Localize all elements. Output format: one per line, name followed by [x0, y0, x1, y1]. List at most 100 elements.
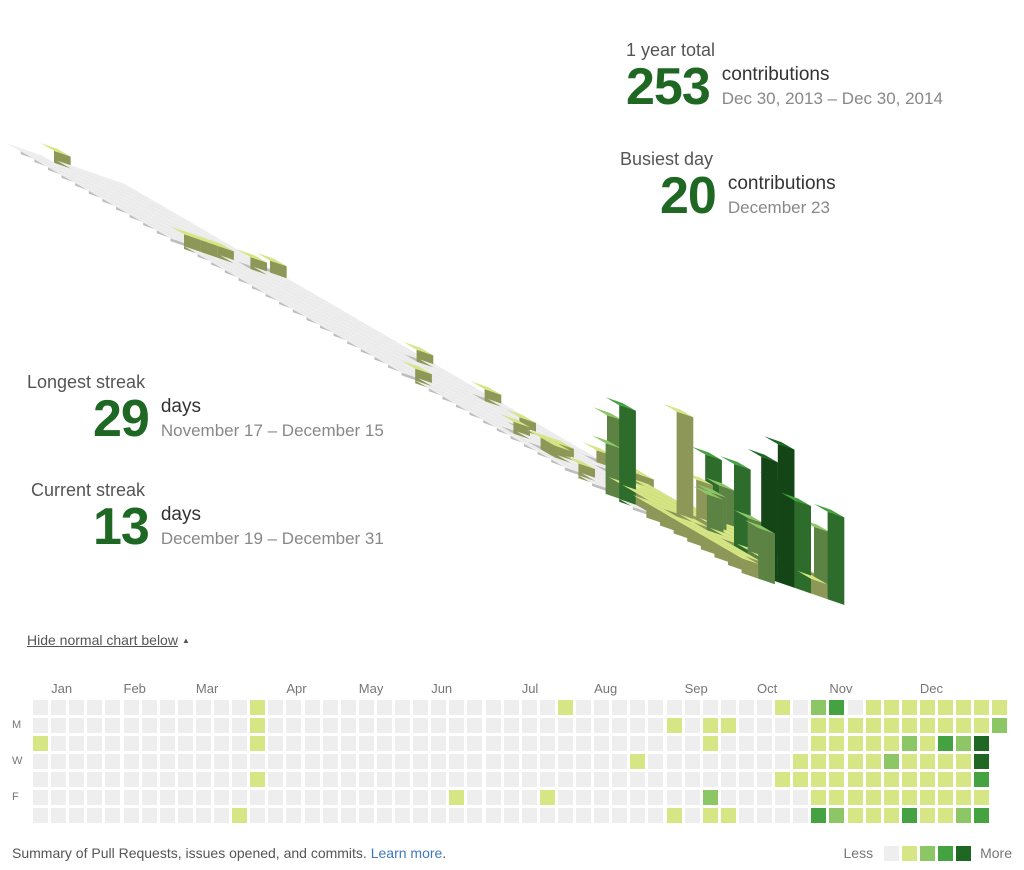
day-cell[interactable]: [395, 808, 410, 823]
day-cell[interactable]: [358, 754, 374, 769]
day-cell[interactable]: [123, 700, 139, 715]
day-cell[interactable]: [648, 700, 664, 715]
day-cell[interactable]: [177, 718, 193, 733]
day-cell[interactable]: [594, 718, 610, 733]
day-cell[interactable]: [684, 736, 700, 751]
day-cell[interactable]: [684, 790, 700, 805]
day-cell[interactable]: [883, 772, 899, 787]
day-cell[interactable]: [539, 754, 555, 769]
day-cell[interactable]: [485, 736, 501, 751]
day-cell[interactable]: [159, 808, 175, 823]
day-cell[interactable]: [449, 754, 465, 769]
day-cell[interactable]: [340, 700, 356, 715]
day-cell[interactable]: [340, 790, 356, 805]
day-cell[interactable]: [467, 754, 483, 769]
day-cell[interactable]: [286, 790, 302, 805]
day-cell[interactable]: [33, 772, 48, 787]
day-cell[interactable]: [883, 808, 899, 823]
day-cell[interactable]: [901, 736, 917, 751]
day-cell[interactable]: [738, 700, 754, 715]
day-cell[interactable]: [250, 754, 266, 769]
day-cell[interactable]: [232, 700, 248, 715]
day-cell[interactable]: [630, 808, 646, 823]
day-cell[interactable]: [485, 718, 501, 733]
day-cell[interactable]: [485, 772, 501, 787]
day-cell[interactable]: [177, 790, 193, 805]
day-cell[interactable]: [33, 754, 48, 769]
day-cell[interactable]: [775, 718, 791, 733]
day-cell[interactable]: [467, 772, 483, 787]
day-cell[interactable]: [105, 736, 121, 751]
day-cell[interactable]: [539, 790, 555, 805]
day-cell[interactable]: [720, 718, 736, 733]
day-cell[interactable]: [268, 736, 284, 751]
day-cell[interactable]: [793, 754, 809, 769]
day-cell[interactable]: [576, 736, 591, 751]
day-cell[interactable]: [594, 700, 610, 715]
day-cell[interactable]: [286, 736, 302, 751]
day-cell[interactable]: [105, 700, 121, 715]
day-cell[interactable]: [141, 754, 157, 769]
day-cell[interactable]: [648, 808, 664, 823]
day-cell[interactable]: [177, 700, 193, 715]
day-cell[interactable]: [503, 736, 519, 751]
day-cell[interactable]: [521, 700, 537, 715]
day-cell[interactable]: [648, 736, 664, 751]
day-cell[interactable]: [485, 790, 501, 805]
day-cell[interactable]: [757, 700, 772, 715]
day-cell[interactable]: [232, 718, 248, 733]
day-cell[interactable]: [304, 790, 320, 805]
day-cell[interactable]: [232, 790, 248, 805]
day-cell[interactable]: [612, 790, 628, 805]
day-cell[interactable]: [594, 808, 610, 823]
day-cell[interactable]: [630, 736, 646, 751]
day-cell[interactable]: [431, 700, 447, 715]
day-cell[interactable]: [956, 808, 972, 823]
day-cell[interactable]: [268, 772, 284, 787]
day-cell[interactable]: [177, 772, 193, 787]
day-cell[interactable]: [720, 772, 736, 787]
day-cell[interactable]: [51, 718, 67, 733]
day-cell[interactable]: [883, 718, 899, 733]
day-cell[interactable]: [250, 772, 266, 787]
day-cell[interactable]: [847, 808, 863, 823]
day-cell[interactable]: [648, 772, 664, 787]
day-cell[interactable]: [214, 808, 229, 823]
day-cell[interactable]: [177, 808, 193, 823]
day-cell[interactable]: [992, 700, 1008, 715]
day-cell[interactable]: [159, 772, 175, 787]
day-cell[interactable]: [87, 736, 103, 751]
day-cell[interactable]: [159, 754, 175, 769]
day-cell[interactable]: [485, 808, 501, 823]
day-cell[interactable]: [919, 808, 935, 823]
day-cell[interactable]: [557, 772, 573, 787]
day-cell[interactable]: [358, 718, 374, 733]
day-cell[interactable]: [829, 772, 845, 787]
day-cell[interactable]: [702, 736, 718, 751]
day-cell[interactable]: [612, 736, 628, 751]
day-cell[interactable]: [413, 736, 429, 751]
day-cell[interactable]: [413, 808, 429, 823]
day-cell[interactable]: [413, 754, 429, 769]
day-cell[interactable]: [684, 754, 700, 769]
day-cell[interactable]: [159, 700, 175, 715]
day-cell[interactable]: [449, 790, 465, 805]
day-cell[interactable]: [612, 772, 628, 787]
day-cell[interactable]: [141, 700, 157, 715]
day-cell[interactable]: [431, 772, 447, 787]
day-cell[interactable]: [684, 718, 700, 733]
day-cell[interactable]: [829, 754, 845, 769]
day-cell[interactable]: [195, 736, 211, 751]
day-cell[interactable]: [793, 808, 809, 823]
day-cell[interactable]: [195, 772, 211, 787]
day-cell[interactable]: [195, 754, 211, 769]
day-cell[interactable]: [738, 808, 754, 823]
day-cell[interactable]: [974, 736, 990, 751]
day-cell[interactable]: [630, 700, 646, 715]
day-cell[interactable]: [159, 736, 175, 751]
day-cell[interactable]: [811, 718, 827, 733]
day-cell[interactable]: [449, 736, 465, 751]
day-cell[interactable]: [232, 754, 248, 769]
day-cell[interactable]: [865, 790, 881, 805]
day-cell[interactable]: [829, 736, 845, 751]
